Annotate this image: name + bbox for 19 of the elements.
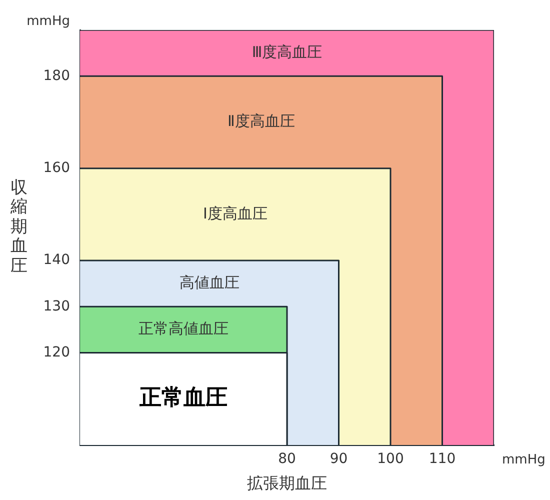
series-label: 正常血圧 bbox=[138, 386, 228, 411]
x-axis-title: 拡張期血圧 bbox=[247, 474, 327, 493]
y-axis-title: 収縮期血圧 bbox=[10, 178, 28, 276]
x-tick-label: 80 bbox=[278, 451, 296, 468]
series-label: 高値血圧 bbox=[179, 274, 240, 292]
series-label: 正常高値血圧 bbox=[138, 320, 228, 338]
y-tick-label: 180 bbox=[43, 68, 70, 84]
x-tick-label: 110 bbox=[428, 451, 456, 468]
text: mmHg bbox=[502, 452, 546, 468]
y-tick-label: 120 bbox=[43, 344, 70, 360]
y-tick-label: 140 bbox=[43, 252, 70, 268]
series-label: Ⅱ度高血圧 bbox=[227, 112, 295, 130]
series-label: Ⅲ度高血圧 bbox=[252, 42, 322, 61]
series-label: Ⅰ度高血圧 bbox=[203, 204, 268, 222]
y-tick-label: 160 bbox=[43, 160, 70, 176]
text: mmHg bbox=[26, 14, 70, 29]
y-tick-label: 130 bbox=[43, 298, 70, 314]
x-tick-label: 90 bbox=[330, 451, 348, 468]
x-tick-label: 100 bbox=[377, 451, 404, 468]
